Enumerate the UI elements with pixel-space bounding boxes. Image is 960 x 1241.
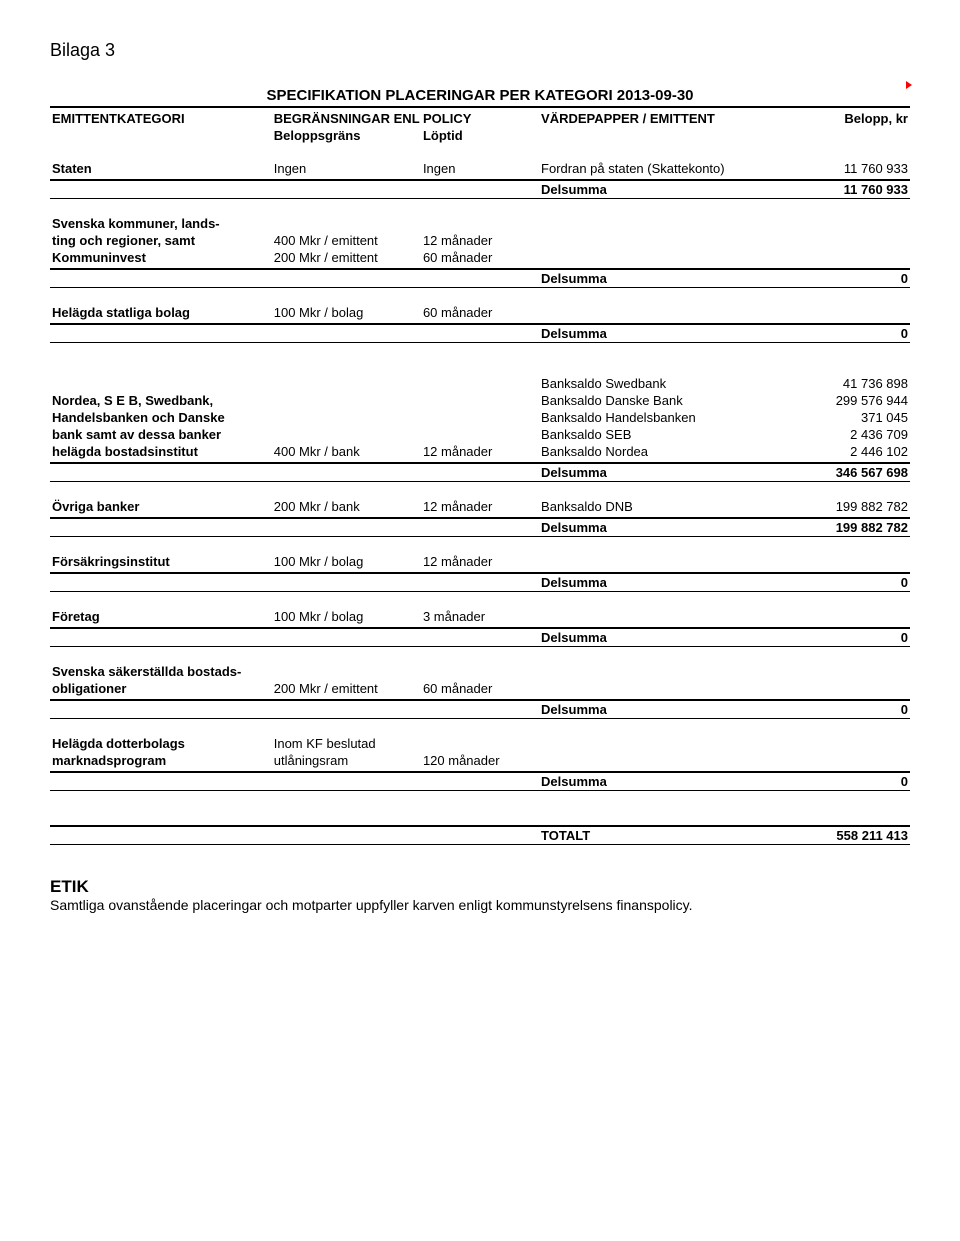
forsak-delsumma-val: 0 — [782, 573, 911, 592]
bank-r5c1: helägda bostadsinstitut — [50, 443, 272, 460]
page-title: SPECIFIKATION PLACERINGAR PER KATEGORI 2… — [50, 85, 910, 106]
dotter-l2c3: 120 månader — [421, 752, 539, 769]
kommuner-l3c2: 200 Mkr / emittent — [272, 249, 421, 266]
dotter-l1c2: Inom KF beslutad — [272, 735, 421, 752]
totalt-label: TOTALT — [539, 826, 781, 845]
dotter-delsumma-val: 0 — [782, 772, 911, 791]
bank-delsumma-label: Delsumma — [539, 463, 781, 482]
dotter-l1: Helägda dotterbolags — [50, 735, 272, 752]
ovriga-delsumma-val: 199 882 782 — [782, 518, 911, 537]
bank-r2c4: Banksaldo Danske Bank — [539, 392, 781, 409]
bostad-l1: Svenska säkerställda bostads- — [50, 663, 272, 680]
th-loptid: Löptid — [421, 127, 539, 144]
staten-c2: Ingen — [272, 160, 421, 177]
bostad-c2: 200 Mkr / emittent — [272, 680, 421, 697]
totalt-val: 558 211 413 — [782, 826, 911, 845]
bank-r4c4: Banksaldo SEB — [539, 426, 781, 443]
bank-r5c5: 2 446 102 — [782, 443, 911, 460]
staten-delsumma-label: Delsumma — [539, 180, 781, 199]
bank-r5c4: Banksaldo Nordea — [539, 443, 781, 460]
dotter-l2c2: utlåningsram — [272, 752, 421, 769]
ovriga-c2: 200 Mkr / bank — [272, 498, 421, 515]
bank-r2c5: 299 576 944 — [782, 392, 911, 409]
statliga-delsumma-val: 0 — [782, 324, 911, 343]
staten-c4: Fordran på staten (Skattekonto) — [539, 160, 781, 177]
bostad-delsumma-label: Delsumma — [539, 700, 781, 719]
bank-r5c2: 400 Mkr / bank — [272, 443, 421, 460]
foretag-delsumma-label: Delsumma — [539, 628, 781, 647]
kommuner-l3c3: 60 månader — [421, 249, 539, 266]
ovriga-c3: 12 månader — [421, 498, 539, 515]
foretag-c3: 3 månader — [421, 608, 539, 625]
etik-text: Samtliga ovanstående placeringar och mot… — [50, 897, 910, 913]
forsak-label: Försäkringsinstitut — [50, 553, 272, 570]
foretag-c2: 100 Mkr / bolag — [272, 608, 421, 625]
staten-c3: Ingen — [421, 160, 539, 177]
th-emittentkategori: EMITTENTKATEGORI — [50, 110, 272, 127]
foretag-label: Företag — [50, 608, 272, 625]
kommuner-l2c2: 400 Mkr / emittent — [272, 232, 421, 249]
ovriga-delsumma-label: Delsumma — [539, 518, 781, 537]
bank-r3c5: 371 045 — [782, 409, 911, 426]
kommuner-l2c3: 12 månader — [421, 232, 539, 249]
bank-r1c5: 41 736 898 — [782, 375, 911, 392]
bank-r4c1: bank samt av dessa banker — [50, 426, 272, 443]
th-belopp: Belopp, kr — [782, 110, 911, 127]
bostad-delsumma-val: 0 — [782, 700, 911, 719]
ovriga-c5: 199 882 782 — [782, 498, 911, 515]
statliga-c3: 60 månader — [421, 304, 539, 321]
forsak-delsumma-label: Delsumma — [539, 573, 781, 592]
spec-table: EMITTENTKATEGORI BEGRÄNSNINGAR ENL POLIC… — [50, 110, 910, 845]
statliga-delsumma-label: Delsumma — [539, 324, 781, 343]
bank-r2c1: Nordea, S E B, Swedbank, — [50, 392, 272, 409]
bank-r1c4: Banksaldo Swedbank — [539, 375, 781, 392]
th-beloppsgräns: Beloppsgräns — [272, 127, 421, 144]
th-begransningar: BEGRÄNSNINGAR ENL POLICY — [272, 110, 539, 127]
staten-label: Staten — [50, 160, 272, 177]
kommuner-l1: Svenska kommuner, lands- — [50, 215, 272, 232]
foretag-delsumma-val: 0 — [782, 628, 911, 647]
dotter-l2: marknadsprogram — [50, 752, 272, 769]
th-vardepapper: VÄRDEPAPPER / EMITTENT — [539, 110, 781, 127]
forsak-c3: 12 månader — [421, 553, 539, 570]
statliga-c2: 100 Mkr / bolag — [272, 304, 421, 321]
bank-r3c4: Banksaldo Handelsbanken — [539, 409, 781, 426]
bilaga-label: Bilaga 3 — [50, 40, 910, 61]
kommuner-l2: ting och regioner, samt — [50, 232, 272, 249]
bostad-c3: 60 månader — [421, 680, 539, 697]
etik-heading: ETIK — [50, 877, 910, 897]
ovriga-c4: Banksaldo DNB — [539, 498, 781, 515]
bostad-l2: obligationer — [50, 680, 272, 697]
statliga-label: Helägda statliga bolag — [50, 304, 272, 321]
staten-c5: 11 760 933 — [782, 160, 911, 177]
ovriga-label: Övriga banker — [50, 498, 272, 515]
kommuner-delsumma-label: Delsumma — [539, 269, 781, 288]
bank-r3c1: Handelsbanken och Danske — [50, 409, 272, 426]
bank-r5c3: 12 månader — [421, 443, 539, 460]
dotter-delsumma-label: Delsumma — [539, 772, 781, 791]
bank-r4c5: 2 436 709 — [782, 426, 911, 443]
title-wrap: SPECIFIKATION PLACERINGAR PER KATEGORI 2… — [50, 85, 910, 108]
forsak-c2: 100 Mkr / bolag — [272, 553, 421, 570]
bank-delsumma-val: 346 567 698 — [782, 463, 911, 482]
kommuner-delsumma-val: 0 — [782, 269, 911, 288]
kommuner-l3: Kommuninvest — [50, 249, 272, 266]
staten-delsumma-val: 11 760 933 — [782, 180, 911, 199]
marker-icon — [906, 81, 912, 89]
